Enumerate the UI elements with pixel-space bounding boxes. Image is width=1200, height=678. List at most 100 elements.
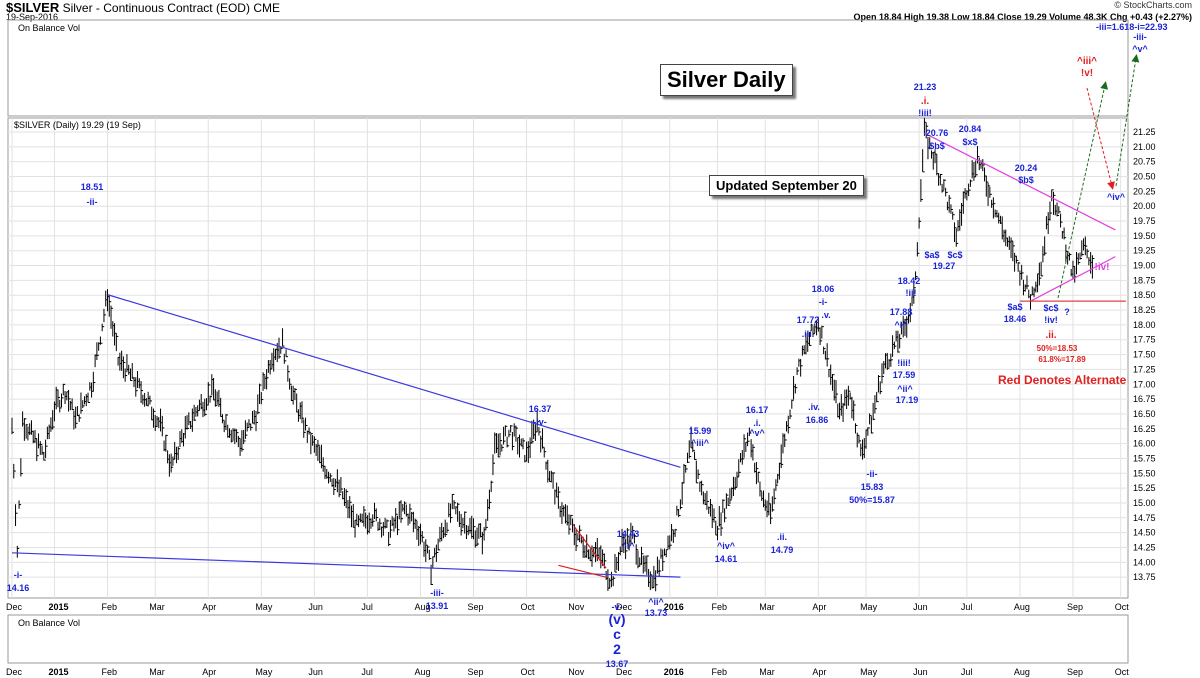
wave-label: ^ii^ bbox=[648, 597, 664, 607]
wave-label: 19.27 bbox=[933, 261, 956, 271]
wave-label: (v) bbox=[608, 611, 625, 627]
projection-green-1 bbox=[1057, 81, 1109, 299]
wave-label: 20.76 bbox=[926, 128, 949, 138]
x-tick-label: Sep bbox=[468, 602, 484, 612]
stockcharts-logo: © StockCharts.com bbox=[1114, 0, 1192, 10]
x-tick-label-bottom: Apr bbox=[202, 667, 216, 677]
wave-labels: 18.51 -ii- -i- 14.16 -iii- 13.91 16.37 -iv- 14.4… bbox=[7, 32, 1149, 669]
wave-label: 16.17 bbox=[746, 405, 769, 415]
wave-label: 13.73 bbox=[645, 608, 668, 618]
wave-label: 14.79 bbox=[771, 545, 794, 555]
x-tick-label: Oct bbox=[1115, 602, 1130, 612]
triangle-lower-line bbox=[1030, 256, 1116, 302]
x-tick-label-bottom: Mar bbox=[759, 667, 775, 677]
wave-label: !iii! bbox=[897, 358, 911, 368]
alt-channel-line-1 bbox=[573, 526, 607, 569]
alternate-wave-label: 61.8%=17.89 bbox=[1038, 355, 1086, 364]
x-tick-label-bottom: Jun bbox=[308, 667, 323, 677]
wave-label: .iii. bbox=[802, 329, 815, 339]
upper-trendline bbox=[107, 294, 681, 468]
y-tick-label: 15.00 bbox=[1133, 498, 1156, 508]
x-tick-label: Sep bbox=[1067, 602, 1083, 612]
x-tick-label-bottom: Aug bbox=[414, 667, 430, 677]
wave-label: 20.84 bbox=[959, 124, 982, 134]
price-panel-label: $SILVER (Daily) 19.29 (19 Sep) bbox=[14, 120, 141, 130]
y-tick-label: 14.50 bbox=[1133, 528, 1156, 538]
y-tick-label: 17.25 bbox=[1133, 364, 1156, 374]
x-tick-label: Jul bbox=[361, 602, 373, 612]
x-tick-label-bottom: Sep bbox=[1067, 667, 1083, 677]
alternate-note: Red Denotes Alternate bbox=[998, 373, 1127, 387]
y-tick-label: 19.50 bbox=[1133, 231, 1156, 241]
x-axis-price: Dec 2015 Feb Mar Apr May Jun Jul Aug Sep Oct Nov Dec… bbox=[6, 602, 1129, 612]
wave-label: 18.42 bbox=[898, 276, 921, 286]
x-tick-label: May bbox=[255, 602, 273, 612]
y-tick-label: 15.50 bbox=[1133, 468, 1156, 478]
wave-label: ^iv^ bbox=[717, 541, 736, 551]
y-tick-label: 19.00 bbox=[1133, 261, 1156, 271]
wave-label: -i- bbox=[819, 297, 828, 307]
x-tick-label: 2015 bbox=[48, 602, 68, 612]
y-tick-label: 19.25 bbox=[1133, 246, 1156, 256]
x-tick-label: Feb bbox=[712, 602, 728, 612]
x-tick-label-bottom: Dec bbox=[6, 667, 23, 677]
x-tick-label-bottom: Oct bbox=[521, 667, 536, 677]
x-tick-label: Mar bbox=[149, 602, 165, 612]
wave-label: -i- bbox=[14, 570, 23, 580]
y-tick-label: 16.25 bbox=[1133, 424, 1156, 434]
x-tick-label-bottom: 2016 bbox=[664, 667, 684, 677]
wave-label: .i. bbox=[753, 418, 761, 428]
wave-label: 2 bbox=[613, 641, 621, 657]
wave-label: !iii! bbox=[918, 108, 932, 118]
wave-label: -iii- bbox=[1133, 32, 1147, 42]
x-tick-label-bottom: Aug bbox=[1014, 667, 1030, 677]
x-tick-label: Aug bbox=[1014, 602, 1030, 612]
x-tick-label-bottom: Mar bbox=[149, 667, 165, 677]
wave-label: 16.37 bbox=[529, 404, 552, 414]
wave-label: 14.16 bbox=[7, 583, 30, 593]
wave-label: ^i^ bbox=[621, 541, 635, 551]
x-tick-label-bottom: Jul bbox=[361, 667, 373, 677]
wave-label: ^i^ bbox=[894, 320, 908, 330]
wave-label: 15.99 bbox=[689, 426, 712, 436]
price-panel-frame bbox=[7, 117, 1129, 599]
y-tick-label: 18.50 bbox=[1133, 290, 1156, 300]
chart-date: 19-Sep-2016 bbox=[6, 12, 59, 22]
wave-label: 13.91 bbox=[426, 601, 449, 611]
x-tick-label-bottom: Jun bbox=[913, 667, 928, 677]
wave-label: 17.72 bbox=[797, 315, 820, 325]
y-tick-label: 18.75 bbox=[1133, 275, 1156, 285]
x-tick-label: May bbox=[860, 602, 878, 612]
wave-label: -ii- bbox=[87, 197, 98, 207]
x-tick-label-bottom: Feb bbox=[712, 667, 728, 677]
y-tick-label: 13.75 bbox=[1133, 572, 1156, 582]
wave-label: 18.51 bbox=[81, 182, 104, 192]
wave-label: ^iii^ bbox=[691, 438, 710, 448]
x-tick-label: 2016 bbox=[664, 602, 684, 612]
wave-label: -iii- bbox=[430, 588, 444, 598]
wave-label: -ii- bbox=[867, 469, 878, 479]
triangle-wave-label: !iv! bbox=[1095, 262, 1110, 273]
lower-panel-frame bbox=[7, 614, 1129, 664]
y-tick-label: 14.75 bbox=[1133, 513, 1156, 523]
alternate-wave-label: .i. bbox=[921, 96, 930, 107]
x-tick-label-bottom: 2015 bbox=[48, 667, 68, 677]
y-tick-label: 19.75 bbox=[1133, 216, 1156, 226]
chart-symbol-line: $SILVER Silver - Continuous Contract (EO… bbox=[6, 0, 280, 15]
updated-box: Updated September 20 bbox=[709, 175, 864, 196]
alternate-wave-label: 50%=18.53 bbox=[1037, 344, 1078, 353]
x-axis-bottom: Dec 2015 Feb Mar Apr May Jun Jul Aug Sep Oct Nov Dec… bbox=[6, 667, 1129, 677]
y-tick-label: 16.50 bbox=[1133, 409, 1156, 419]
wave-label: !ii! bbox=[906, 288, 917, 298]
wave-label: 13.67 bbox=[606, 659, 629, 669]
wave-label: -iv- bbox=[533, 417, 547, 427]
y-tick-label: 15.25 bbox=[1133, 483, 1156, 493]
price-bars bbox=[11, 117, 1095, 592]
y-tick-label: 14.00 bbox=[1133, 557, 1156, 567]
y-tick-label: 17.00 bbox=[1133, 379, 1156, 389]
y-tick-label: 20.00 bbox=[1133, 201, 1156, 211]
x-tick-label-bottom: Dec bbox=[616, 667, 633, 677]
x-tick-label-bottom: Oct bbox=[1115, 667, 1130, 677]
wave-label: $a$ bbox=[1007, 302, 1022, 312]
y-tick-label: 15.75 bbox=[1133, 453, 1156, 463]
